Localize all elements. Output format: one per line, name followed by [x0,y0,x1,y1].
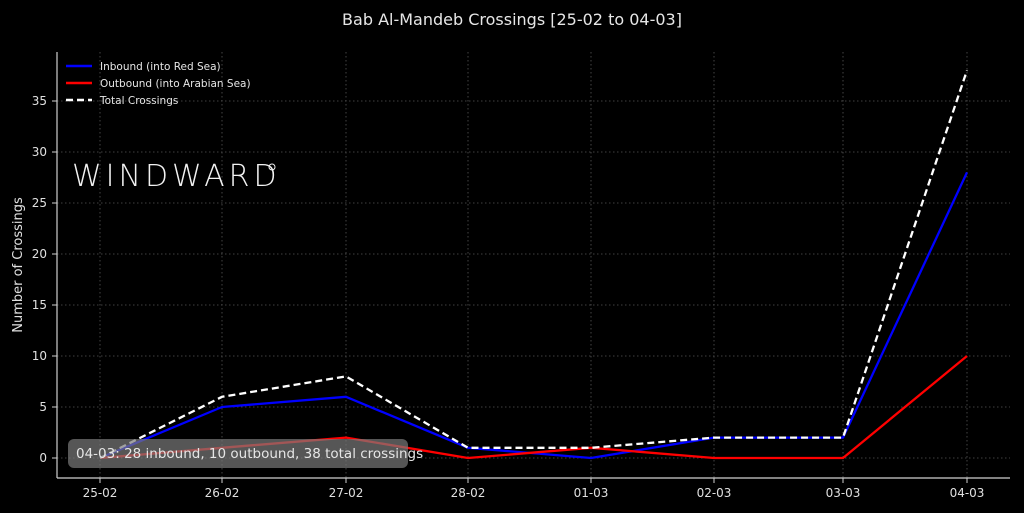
inbound-line [99,171,969,460]
legend-outbound-label: Outbound (into Arabian Sea) [100,78,251,90]
x-tick-label: 03-03 [826,486,861,500]
x-tick-label: 25-02 [83,486,118,500]
x-axis-ticks: 25-02 26-02 27-02 28-02 01-03 02-03 03-03 04-03 [83,478,985,500]
y-tick-label: 25 [32,196,47,210]
gridlines [57,52,1010,478]
x-tick-label: 04-03 [950,486,985,500]
y-tick-label: 30 [32,145,47,159]
x-tick-label: 02-03 [697,486,732,500]
y-tick-label: 15 [32,298,47,312]
y-tick-label: 5 [39,400,47,414]
windward-watermark: WINDWARD [72,159,281,194]
y-tick-label: 0 [39,451,47,465]
x-tick-label: 01-03 [574,486,609,500]
annotation-text: 04-03: 28 inbound, 10 outbound, 38 total… [76,446,423,462]
x-tick-label: 28-02 [451,486,486,500]
chart-title: Bab Al-Mandeb Crossings [25-02 to 04-03] [342,10,682,29]
x-tick-label: 27-02 [329,486,364,500]
total-line [99,70,969,460]
annotation-box: 04-03: 28 inbound, 10 outbound, 38 total… [68,439,423,468]
y-axis-ticks: 0 5 10 15 20 25 30 35 [32,94,57,465]
watermark-degree-icon [268,163,276,171]
y-tick-label: 20 [32,247,47,261]
y-tick-label: 35 [32,94,47,108]
legend-inbound-label: Inbound (into Red Sea) [100,61,221,73]
y-tick-label: 10 [32,349,47,363]
legend: Inbound (into Red Sea) Outbound (into Ar… [66,61,251,107]
y-axis-label: Number of Crossings [11,197,26,333]
x-tick-label: 26-02 [205,486,240,500]
legend-total-label: Total Crossings [99,95,178,107]
data-series [99,70,969,460]
